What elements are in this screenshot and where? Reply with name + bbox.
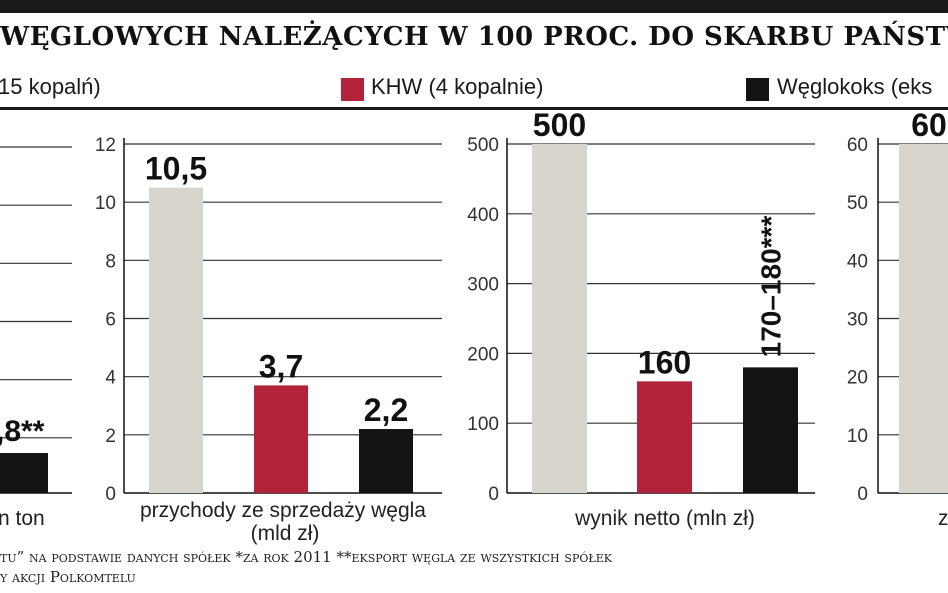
y-tick-label: 40 [847,251,868,272]
footnote-line-1: tu” na podstawie danych spółek *za rok 2… [0,548,612,566]
footnote-line-2: y akcji Polkomtelu [0,568,136,586]
x-axis-label-revenue: przychody ze sprzedaży węgla [140,499,426,522]
x-axis-label-panel1: n ton [0,507,45,530]
data-label: 3,7 [259,348,303,384]
bar-series1 [899,144,948,493]
data-label: 60 [911,107,947,143]
data-label: 500 [533,107,586,143]
legend-label-other: 15 kopalń) [0,74,101,99]
y-tick-label: 0 [488,484,499,505]
y-tick-label: 200 [467,344,499,365]
data-label-rotated: 170–180*** [756,216,787,358]
data-label-weglokoks-panel1: ,8** [0,415,45,448]
y-tick-label: 60 [847,135,868,156]
bar-series1 [532,144,587,493]
bar-węglokoks [359,429,413,493]
y-tick-label: 6 [105,310,116,331]
bar-khw [254,385,308,493]
y-tick-label: 50 [847,193,868,214]
y-tick-label: 0 [857,484,868,505]
y-tick-label: 10 [847,426,868,447]
infographic-title: WĘGLOWYCH NALEŻĄCYCH W 100 PROC. DO SKAR… [0,22,948,52]
data-label: 2,2 [364,392,408,428]
header-rule [0,107,948,110]
y-tick-label: 0 [105,484,116,505]
y-tick-label: 100 [467,414,499,435]
legend-swatch-khw [341,78,364,101]
y-tick-label: 2 [105,426,116,447]
bar-khw [637,381,692,493]
legend-label-weglokoks: Węglokoks (eks [777,74,933,99]
bar-weglokoks-panel1 [0,453,48,493]
y-tick-label: 4 [105,368,116,389]
y-tick-label: 300 [467,275,499,296]
data-label: 10,5 [145,151,207,187]
y-tick-label: 12 [95,135,116,156]
y-tick-label: 20 [847,368,868,389]
x-axis-label-net-result: wynik netto (mln zł) [574,507,755,530]
y-tick-label: 30 [847,310,868,331]
y-tick-label: 10 [95,193,116,214]
y-tick-label: 400 [467,205,499,226]
bar-series1 [149,187,203,493]
y-tick-label: 500 [467,135,499,156]
bar-węglokoks [743,367,798,493]
data-label: 160 [638,344,691,380]
legend-label-khw: KHW (4 kopalnie) [371,74,544,99]
y-tick-label: 8 [105,251,116,272]
x-axis-label-panel4: z [938,507,948,530]
x-axis-label-revenue-unit: (mld zł) [251,522,320,545]
top-bar [0,0,948,13]
legend-swatch-weglokoks [746,78,769,101]
